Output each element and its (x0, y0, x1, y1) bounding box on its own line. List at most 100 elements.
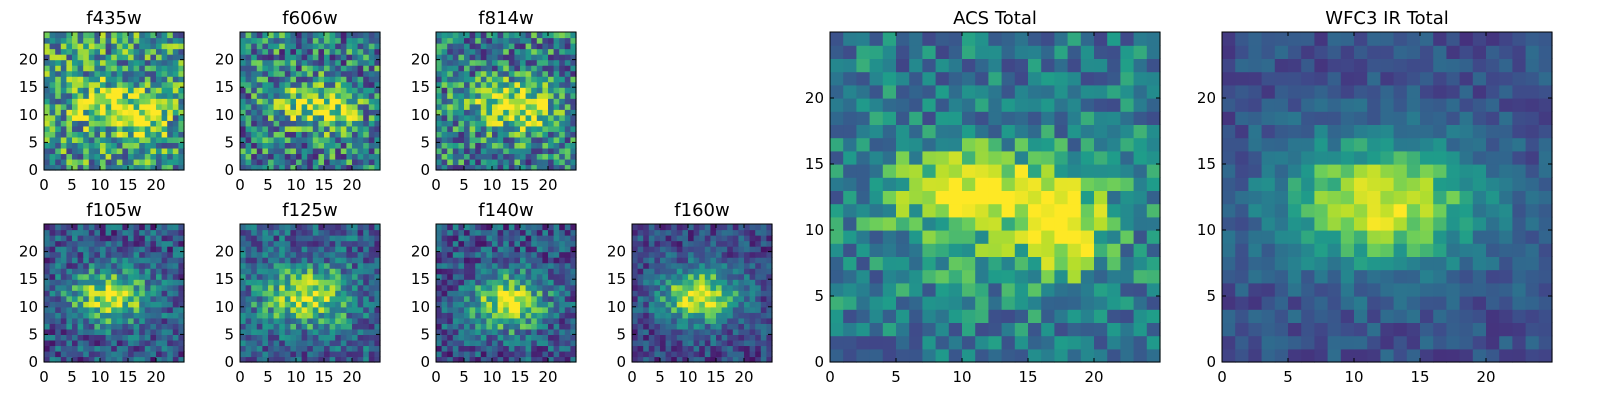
heatmap-cell (268, 317, 275, 324)
heatmap-cell (1146, 296, 1161, 310)
heatmap-cell (654, 290, 661, 297)
heatmap-cell (105, 229, 112, 236)
heatmap-cell (284, 114, 291, 121)
heatmap-cell (122, 312, 129, 319)
heatmap-cell (520, 103, 527, 110)
heatmap-cell (469, 295, 476, 302)
heatmap-cell (553, 87, 560, 94)
heatmap-cell (49, 103, 56, 110)
heatmap-cell (503, 273, 510, 280)
heatmap-cell (357, 262, 364, 269)
heatmap-cell (122, 284, 129, 291)
heatmap-cell (514, 65, 521, 72)
heatmap-cell (273, 87, 280, 94)
heatmap-cell (363, 301, 370, 308)
heatmap-cell (480, 92, 487, 99)
heatmap-cell (553, 301, 560, 308)
heatmap-cell (676, 350, 683, 358)
heatmap-cell (161, 268, 168, 275)
heatmap-cell (497, 114, 504, 121)
heatmap-cell (830, 230, 844, 244)
heatmap-cell (503, 125, 510, 132)
heatmap-cell (830, 256, 844, 271)
heatmap-cell (324, 153, 331, 160)
heatmap-cell (156, 328, 163, 335)
heatmap-cell (88, 295, 95, 302)
heatmap-cell (760, 306, 767, 313)
heatmap-cell (564, 262, 571, 269)
heatmap-cell (469, 37, 476, 44)
heatmap-cell (436, 323, 443, 330)
heatmap-cell (497, 229, 504, 236)
heatmap-cell (273, 262, 280, 269)
heatmap-cell (262, 229, 269, 236)
heatmap-cell (172, 142, 179, 149)
heatmap-cell (150, 224, 157, 231)
heatmap-cell (251, 37, 258, 44)
heatmap-cell (869, 203, 884, 218)
heatmap-cell (525, 301, 532, 308)
heatmap-cell (88, 240, 95, 247)
x-tick-label: 15 (314, 176, 333, 194)
heatmap-cell (665, 284, 672, 291)
heatmap-cell (632, 251, 639, 258)
heatmap-cell (436, 131, 443, 138)
heatmap-cell (699, 306, 706, 313)
heatmap-cell (525, 81, 532, 88)
heatmap-cell (738, 246, 745, 253)
heatmap-cell (469, 92, 476, 99)
heatmap-cell (531, 290, 538, 297)
heatmap-cell (508, 246, 515, 253)
heatmap-cell (520, 54, 527, 61)
heatmap-cell (94, 246, 101, 253)
heatmap-cell (564, 109, 571, 116)
heatmap-cell (178, 87, 185, 94)
heatmap-cell (368, 131, 375, 138)
heatmap-cell (49, 81, 56, 88)
heatmap-cell (167, 301, 174, 308)
heatmap-cell (520, 334, 527, 341)
heatmap-cell (648, 328, 655, 335)
heatmap-cell (77, 37, 84, 44)
heatmap-cell (296, 279, 303, 286)
heatmap-cell (514, 87, 521, 94)
heatmap-cell (1067, 282, 1082, 297)
heatmap-cell (542, 76, 549, 83)
heatmap-cell (632, 356, 639, 363)
heatmap-cell (150, 246, 157, 253)
heatmap-cell (161, 235, 168, 242)
heatmap-cell (436, 224, 443, 231)
heatmap-cell (637, 246, 644, 253)
heatmap-cell (161, 229, 168, 236)
heatmap-cell (240, 339, 247, 347)
heatmap-cell (44, 339, 51, 347)
heatmap-cell (279, 356, 286, 363)
heatmap-cell (290, 164, 297, 171)
heatmap-cell (975, 230, 989, 244)
heatmap-cell (514, 136, 521, 143)
heatmap-cell (508, 312, 515, 319)
heatmap-cell (301, 76, 308, 83)
heatmap-cell (240, 48, 247, 55)
heatmap-cell (374, 32, 381, 39)
heatmap-cell (637, 345, 644, 352)
heatmap-cell (178, 268, 185, 275)
heatmap-cell (273, 235, 280, 242)
heatmap-cell (88, 142, 95, 149)
heatmap-cell (44, 350, 51, 358)
heatmap-cell (922, 190, 937, 205)
heatmap-cell (882, 190, 897, 205)
heatmap-cell (111, 356, 118, 363)
heatmap-cell (55, 59, 62, 66)
axes-frame (43, 31, 185, 171)
heatmap-cell (144, 246, 151, 253)
heatmap-cell (60, 114, 67, 121)
heatmap-cell (559, 284, 566, 291)
heatmap-cell (497, 224, 504, 231)
heatmap-cell (268, 59, 275, 66)
heatmap-cell (570, 229, 577, 236)
heatmap-cell (688, 246, 695, 253)
heatmap-cell (340, 48, 347, 55)
heatmap-cell (553, 295, 560, 302)
